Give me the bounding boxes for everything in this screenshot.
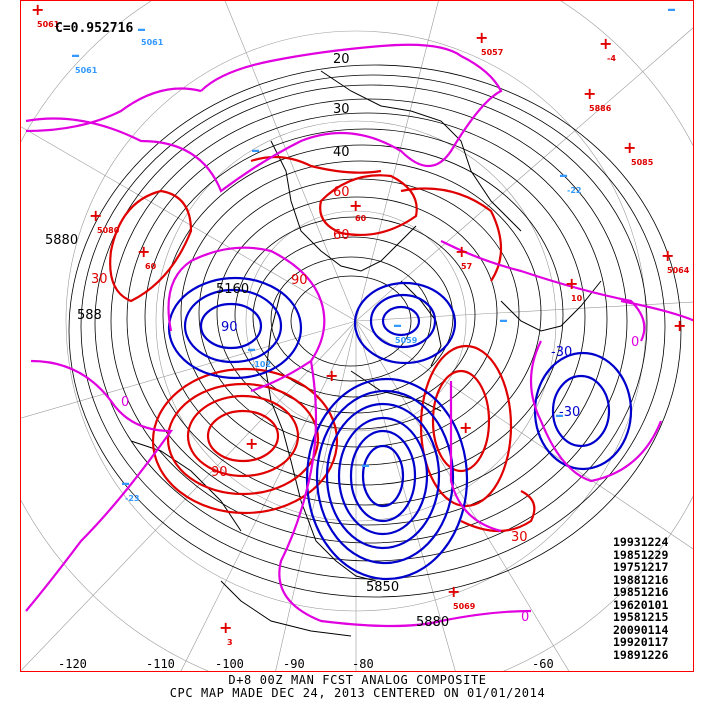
marker-value: 5080 <box>97 226 120 235</box>
marker-value: -23 <box>125 494 139 503</box>
plus-marker-icon: + <box>583 84 596 103</box>
positive-anomaly-contours <box>109 155 536 532</box>
lat-label-20: 20 <box>333 52 350 67</box>
anomaly-label-90-n: 90 <box>291 273 308 288</box>
anomaly-label-90: 90 <box>211 465 228 480</box>
plus-marker-icon: + <box>349 196 362 215</box>
analog-dates-list: 19931224 19851229 19751217 19881216 1985… <box>613 536 695 661</box>
marker-value: -22 <box>567 186 581 195</box>
marker-value: 60 <box>355 214 367 223</box>
marker-value: 5061 <box>141 38 164 47</box>
marker-value: 5059 <box>395 336 418 345</box>
plus-marker-icon: + <box>673 316 686 335</box>
minus-marker-icon: – <box>499 310 508 331</box>
marker-value: 5057 <box>481 48 503 57</box>
plus-marker-icon: + <box>245 434 258 453</box>
longitude-label: -100 <box>215 657 244 671</box>
marker-value: 10 <box>571 294 583 303</box>
plus-marker-icon: + <box>219 618 232 637</box>
minus-marker-icon: – <box>121 473 130 494</box>
height-label-5880: 5880 <box>45 233 78 248</box>
anomaly-label-neg90: 90 <box>221 320 238 335</box>
analog-date: 20090114 <box>613 622 669 637</box>
minus-marker-icon: – <box>555 405 564 426</box>
height-label-5880-se: 5880 <box>416 615 449 630</box>
minus-marker-icon: – <box>393 315 402 336</box>
anomaly-label-neg30-b: -30 <box>559 405 580 420</box>
longitude-label: -110 <box>146 657 175 671</box>
minus-marker-icon: – <box>71 45 80 66</box>
height-label-588: 588 <box>77 308 102 323</box>
marker-value: 57 <box>461 262 472 271</box>
plus-marker-icon: + <box>623 138 636 157</box>
anomaly-label-30-se: 30 <box>511 530 528 545</box>
plus-marker-icon: + <box>459 418 472 437</box>
map-frame: 5880 588 5160 5880 5850 30 30 60 60 90 9… <box>20 0 694 672</box>
anomaly-label-60: 60 <box>333 185 350 200</box>
marker-value: 5061 <box>37 20 60 29</box>
longitude-label: -80 <box>352 657 374 671</box>
plus-marker-icon: + <box>31 1 44 19</box>
minus-marker-icon: – <box>137 19 146 40</box>
minus-marker-icon: – <box>247 339 256 360</box>
marker-value: 5069 <box>453 602 476 611</box>
height-contours <box>68 64 682 598</box>
plus-marker-icon: + <box>325 366 338 385</box>
plus-marker-icon: + <box>565 274 578 293</box>
plus-marker-icon: + <box>661 246 674 265</box>
minus-marker-icon: – <box>667 1 676 20</box>
caption-line-2: CPC MAP MADE DEC 24, 2013 CENTERED ON 01… <box>169 686 546 700</box>
lat-label-40: 40 <box>333 145 350 160</box>
plus-marker-icon: + <box>89 206 102 225</box>
caption-line-1: D+8 00Z MAN FCST ANALOG COMPOSITE <box>228 673 487 687</box>
anomaly-label-30: 30 <box>91 272 108 287</box>
minus-marker-icon: – <box>559 165 568 186</box>
minus-marker-icon: – <box>361 455 370 476</box>
analog-date: 19851229 <box>613 547 669 562</box>
analog-date: 19881216 <box>613 572 669 587</box>
lat-label-30: 30 <box>333 102 350 117</box>
height-label-5850: 5850 <box>366 580 399 595</box>
plus-marker-icon: + <box>447 582 460 601</box>
marker-value: 60 <box>145 262 157 271</box>
plus-marker-icon: + <box>455 242 468 261</box>
negative-anomaly-contours <box>167 276 633 581</box>
minus-marker-icon: – <box>251 140 260 161</box>
analog-date: 19891226 <box>613 647 669 662</box>
analog-date: 19751217 <box>613 560 669 574</box>
marker-value: 5085 <box>631 158 654 167</box>
marker-value: 5061 <box>75 66 98 75</box>
zero-label-w: 0 <box>121 395 129 410</box>
longitude-label: -90 <box>283 657 305 671</box>
map-caption: D+8 00Z MAN FCST ANALOG COMPOSITE CPC MA… <box>0 674 715 700</box>
height-label-5160: 5160 <box>216 282 249 297</box>
zero-label-se: 0 <box>521 610 529 625</box>
plus-marker-icon: + <box>599 34 612 53</box>
analog-composite-map: 5880 588 5160 5880 5850 30 30 60 60 90 9… <box>21 1 693 671</box>
analog-date: 19920117 <box>613 635 669 649</box>
plus-marker-icon: + <box>475 28 488 47</box>
anomaly-label-60-b: 60 <box>333 228 350 243</box>
marker-value: -4 <box>607 54 616 63</box>
correlation-label: C=0.952716 <box>55 21 134 36</box>
analog-date: 19581215 <box>613 610 669 624</box>
marker-value: 5886 <box>589 104 612 113</box>
analog-date: 19931224 <box>613 535 669 549</box>
marker-value: 5064 <box>667 266 690 275</box>
longitude-axis: -120 -110 -100 -90 -80 -60 <box>0 657 715 671</box>
anomaly-label-neg30: -30 <box>551 345 572 360</box>
marker-value: -102 <box>251 360 271 369</box>
longitude-label: -60 <box>532 657 554 671</box>
plus-marker-icon: + <box>137 242 150 261</box>
zero-label-e: 0 <box>631 335 639 350</box>
longitude-label: -120 <box>58 657 87 671</box>
marker-value: 3 <box>227 638 233 647</box>
zero-anomaly-line <box>25 43 693 628</box>
analog-date: 19620101 <box>613 597 669 612</box>
analog-date: 19851216 <box>613 585 669 599</box>
